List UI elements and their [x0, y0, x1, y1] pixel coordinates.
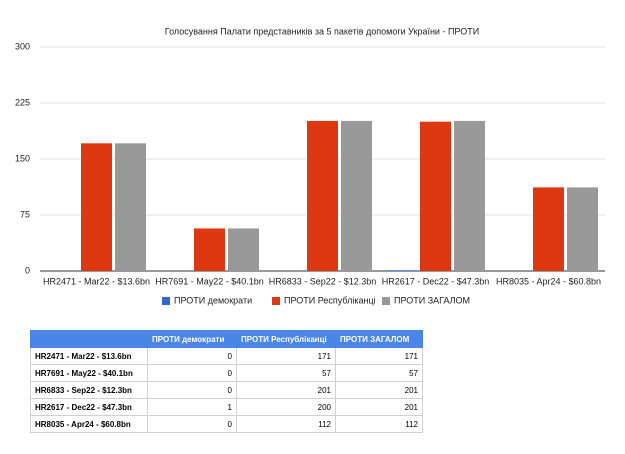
y-tick-label: 300	[15, 41, 30, 51]
data-table: ПРОТИ демократи ПРОТИ Республіканці ПРОТИ …	[30, 330, 423, 433]
x-tick-label: HR8035 - Apr24 - $60.8bn	[496, 276, 601, 286]
bar	[567, 187, 598, 271]
table-row: HR2617 - Dec22 - $47.3bn 1 200 201	[30, 398, 423, 416]
legend-label: ПРОТИ ЗАГАЛОМ	[394, 295, 470, 305]
row-label: HR2471 - Mar22 - $13.6bn	[30, 347, 148, 365]
legend-swatch	[162, 297, 170, 305]
x-tick-label: HR6833 - Sep22 - $12.3bn	[269, 276, 377, 286]
table-cell: 112	[335, 415, 423, 433]
table-cell: 112	[236, 415, 336, 433]
table-cell: 200	[236, 398, 336, 416]
bar	[81, 143, 112, 271]
bar	[228, 228, 259, 271]
x-tick-label: HR2471 - Mar22 - $13.6bn	[43, 276, 150, 286]
table-row: HR6833 - Sep22 - $12.3bn 0 201 201	[30, 381, 423, 399]
table-cell: 171	[335, 347, 423, 365]
table-cell: 0	[147, 415, 237, 433]
table-row: HR7691 - May22 - $40.1bn 0 57 57	[30, 364, 423, 382]
bar	[194, 228, 225, 271]
legend-label: ПРОТИ Республіканці	[284, 295, 376, 305]
bar	[341, 120, 372, 271]
header-corner	[30, 330, 148, 348]
bar	[454, 120, 485, 271]
table-cell: 1	[147, 398, 237, 416]
y-tick-label: 150	[15, 153, 30, 163]
chart-title: Голосування Палати представників за 5 па…	[165, 26, 479, 36]
table-cell: 201	[335, 381, 423, 399]
row-label: HR6833 - Sep22 - $12.3bn	[30, 381, 148, 399]
y-tick-label: 75	[20, 209, 30, 219]
y-tick-label: 0	[25, 265, 30, 275]
x-tick-label: HR7691 - May22 - $40.1bn	[155, 276, 264, 286]
table-row: HR2471 - Mar22 - $13.6bn 0 171 171	[30, 347, 423, 365]
legend-label: ПРОТИ демократи	[174, 295, 252, 305]
legend-swatch	[272, 297, 280, 305]
table-cell: 201	[335, 398, 423, 416]
row-label: HR7691 - May22 - $40.1bn	[30, 364, 148, 382]
table-header: ПРОТИ демократи ПРОТИ Республіканці ПРОТИ …	[30, 330, 423, 348]
bar	[115, 143, 146, 271]
bar	[420, 121, 451, 272]
bar	[307, 120, 338, 271]
row-label: HR8035 - Apr24 - $60.8bn	[30, 415, 148, 433]
row-label: HR2617 - Dec22 - $47.3bn	[30, 398, 148, 416]
column-header: ПРОТИ ЗАГАЛОМ	[335, 330, 423, 348]
table-cell: 0	[147, 347, 237, 365]
table-cell: 0	[147, 364, 237, 382]
column-header: ПРОТИ Республіканці	[236, 330, 336, 348]
table-cell: 57	[236, 364, 336, 382]
table-cell: 57	[335, 364, 423, 382]
table-cell: 0	[147, 381, 237, 399]
table-cell: 201	[236, 381, 336, 399]
bar	[533, 187, 564, 271]
bar	[386, 270, 417, 271]
table-cell: 171	[236, 347, 336, 365]
chart: Голосування Палати представників за 5 па…	[15, 26, 605, 305]
column-header: ПРОТИ демократи	[147, 330, 237, 348]
x-tick-label: HR2617 - Dec22 - $47.3bn	[382, 276, 490, 286]
y-tick-label: 225	[15, 97, 30, 107]
table-row: HR8035 - Apr24 - $60.8bn 0 112 112	[30, 415, 423, 433]
legend-swatch	[382, 297, 390, 305]
